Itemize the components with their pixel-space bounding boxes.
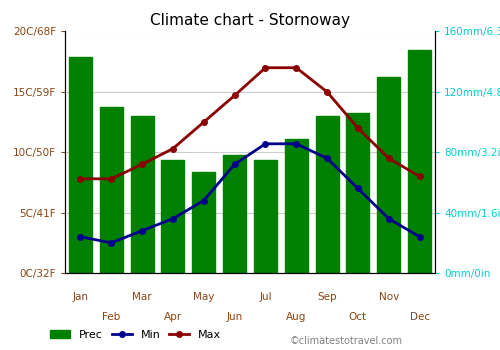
Bar (377, 77, 400, 273)
Bar (162, 160, 184, 273)
Text: Oct: Oct (349, 312, 367, 322)
Bar (192, 172, 216, 273)
Bar (69, 57, 92, 273)
Text: Jun: Jun (226, 312, 242, 322)
Text: Jan: Jan (72, 292, 88, 302)
Bar (254, 160, 277, 273)
Text: Sep: Sep (318, 292, 337, 302)
Text: Jul: Jul (259, 292, 272, 302)
Bar (316, 116, 338, 273)
Bar (408, 50, 431, 273)
Text: Nov: Nov (378, 292, 399, 302)
Title: Climate chart - Stornoway: Climate chart - Stornoway (150, 13, 350, 28)
Text: May: May (193, 292, 214, 302)
Text: Apr: Apr (164, 312, 182, 322)
Legend: Prec, Min, Max: Prec, Min, Max (46, 326, 226, 344)
Text: Dec: Dec (410, 312, 430, 322)
Text: Mar: Mar (132, 292, 152, 302)
Bar (284, 139, 308, 273)
Bar (100, 107, 123, 273)
Text: Aug: Aug (286, 312, 306, 322)
Bar (346, 113, 370, 273)
Bar (130, 116, 154, 273)
Text: Feb: Feb (102, 312, 120, 322)
Text: ©climatestotravel.com: ©climatestotravel.com (290, 336, 403, 346)
Bar (223, 155, 246, 273)
